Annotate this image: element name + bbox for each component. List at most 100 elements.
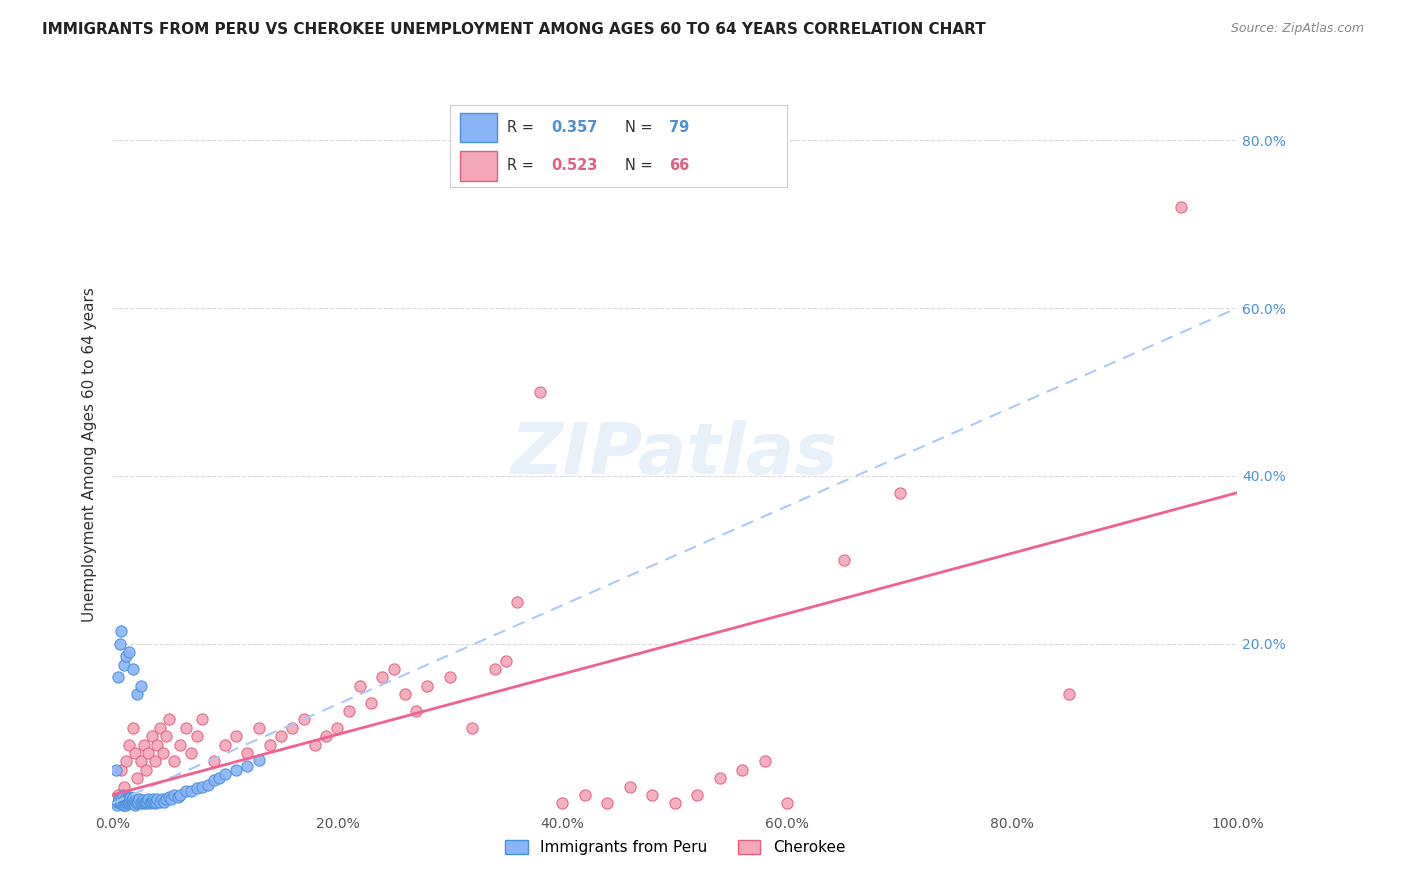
Point (160, 792, 183, 806)
Point (112, 797, 135, 812)
Point (107, 788, 129, 802)
Text: Source: ZipAtlas.com: Source: ZipAtlas.com (1230, 22, 1364, 36)
Point (110, 763, 132, 777)
Point (180, 746, 202, 760)
Point (110, 624, 132, 639)
Point (138, 792, 160, 806)
Point (236, 758, 259, 772)
Point (225, 729, 247, 743)
Point (124, 746, 146, 760)
Point (117, 795, 139, 809)
Point (127, 687, 149, 701)
Point (157, 789, 180, 804)
Point (112, 780, 135, 794)
Point (174, 721, 197, 735)
Point (141, 795, 163, 809)
Point (326, 721, 349, 735)
Point (108, 792, 131, 806)
Point (121, 791, 143, 805)
Point (143, 795, 166, 809)
Point (169, 788, 191, 802)
Point (120, 791, 142, 805)
Point (686, 788, 709, 802)
Point (754, 755, 776, 769)
Point (337, 704, 360, 718)
Point (416, 679, 439, 693)
Point (152, 746, 174, 760)
Point (360, 696, 382, 710)
Point (118, 789, 141, 804)
Point (132, 793, 155, 807)
Point (134, 795, 156, 809)
Point (186, 781, 208, 796)
Point (121, 795, 143, 809)
Point (150, 792, 173, 806)
Point (529, 384, 551, 399)
Point (731, 763, 754, 777)
Point (115, 755, 138, 769)
Point (128, 792, 150, 806)
Point (141, 729, 163, 743)
Point (132, 738, 155, 752)
Point (304, 738, 326, 752)
Point (214, 738, 236, 752)
Point (145, 795, 167, 809)
Point (191, 712, 214, 726)
Point (117, 791, 139, 805)
Point (146, 792, 169, 806)
Point (259, 738, 281, 752)
Point (208, 771, 231, 785)
Point (124, 793, 146, 807)
Point (247, 721, 270, 735)
Point (270, 729, 292, 743)
Point (709, 771, 731, 785)
Point (214, 767, 236, 781)
Point (121, 662, 143, 676)
Text: ZIPatlas: ZIPatlas (512, 420, 838, 490)
Point (832, 553, 855, 567)
Point (112, 657, 135, 672)
Point (120, 795, 142, 809)
Point (163, 755, 186, 769)
Point (281, 721, 304, 735)
Point (114, 797, 136, 811)
Point (105, 797, 128, 812)
Point (292, 712, 315, 726)
Point (143, 755, 166, 769)
Point (124, 797, 146, 812)
Point (506, 595, 529, 609)
Point (121, 721, 143, 735)
Point (169, 738, 191, 752)
Point (129, 797, 152, 811)
Point (111, 788, 134, 802)
Point (349, 679, 371, 693)
Point (135, 797, 157, 811)
Point (186, 729, 208, 743)
Point (129, 679, 152, 693)
Point (118, 645, 141, 659)
Point (121, 793, 143, 807)
Point (121, 797, 143, 811)
Point (484, 662, 506, 676)
Point (225, 763, 247, 777)
Point (142, 792, 165, 806)
Point (110, 789, 132, 804)
Point (191, 780, 214, 794)
Point (139, 795, 162, 809)
Point (110, 797, 132, 811)
Point (107, 670, 129, 684)
Point (135, 763, 157, 777)
Point (641, 788, 664, 802)
Point (107, 795, 129, 809)
Point (394, 687, 416, 701)
Point (110, 637, 132, 651)
Point (153, 795, 176, 809)
Point (125, 795, 148, 809)
Point (315, 729, 337, 743)
Point (574, 788, 596, 802)
Point (131, 795, 153, 809)
Y-axis label: Unemployment Among Ages 60 to 64 years: Unemployment Among Ages 60 to 64 years (82, 287, 97, 623)
Point (495, 654, 517, 668)
Point (138, 746, 160, 760)
Point (111, 797, 134, 812)
